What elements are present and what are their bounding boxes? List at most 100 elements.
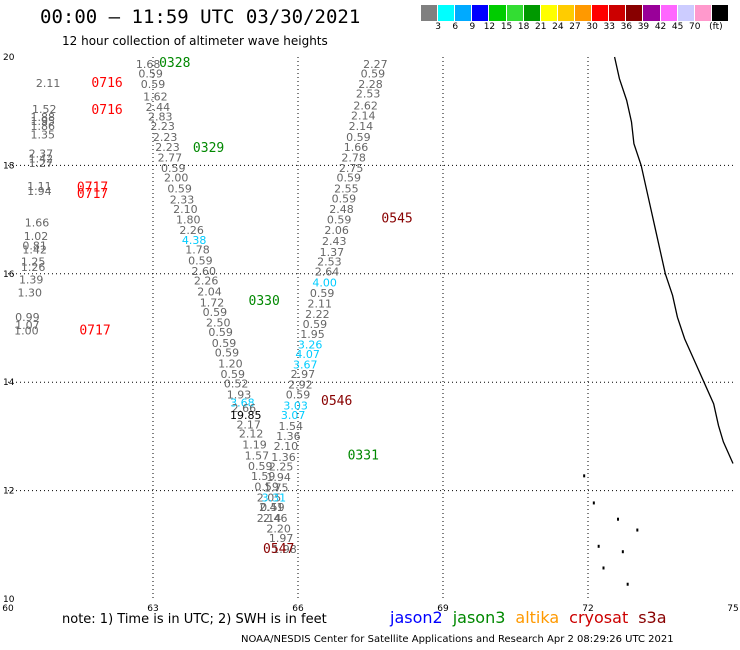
swh-value: 2.78 (341, 152, 366, 165)
scale-label: 36 (620, 22, 633, 32)
swh-value: 2.53 (317, 256, 342, 269)
swh-value: 0.59 (215, 347, 240, 360)
lon-tick-label: 60 (2, 604, 14, 614)
swh-value: 1.54 (279, 420, 304, 433)
scale-label: 3 (435, 22, 441, 32)
swh-value: 3.03 (283, 399, 308, 412)
swh-value: 1.80 (176, 213, 201, 226)
swh-value: 2.00 (164, 172, 189, 185)
swh-value: 2.92 (288, 379, 313, 392)
swh-value: 2.26 (179, 224, 204, 237)
swh-value: 0.59 (203, 306, 228, 319)
swh-value: 4.38 (182, 234, 207, 247)
swh-value: 2.53 (356, 88, 381, 101)
swh-value: 1.97 (269, 532, 294, 545)
swh-value: 2.14 (351, 109, 376, 122)
scale-swatch (506, 5, 524, 21)
swh-value: 1.94 (266, 471, 291, 484)
swh-value: 3.67 (293, 359, 318, 372)
pass-time-label: 0545 (381, 211, 412, 226)
swh-value: 2.26 (194, 275, 219, 288)
swh-value: 2.60 (192, 265, 217, 278)
swh-value: 1.39 (19, 274, 44, 287)
scale-swatch (574, 5, 593, 21)
swh-value: 2.12 (239, 427, 264, 440)
swh-value: 2.33 (170, 193, 195, 206)
footer-note: note: 1) Time is in UTC; 2) SWH is in fe… (62, 612, 327, 627)
swh-value: 2.05 (257, 491, 282, 504)
swh-value: 0.59 (248, 460, 273, 473)
lat-tick-label: 14 (3, 378, 15, 388)
swh-value: 4.07 (295, 348, 320, 361)
swh-value: 0.59 (161, 162, 186, 175)
swh-value: 2.37 (29, 147, 54, 160)
scale-label: 9 (469, 22, 476, 32)
swh-value: 3.68 (230, 397, 255, 410)
swh-value: 0.59 (286, 388, 311, 401)
swh-value: 2.46 (263, 512, 288, 525)
swh-value: 1.95 (300, 328, 325, 341)
legend-jason2: jason2 (390, 608, 443, 627)
swh-value: 2.41 (259, 501, 284, 514)
swh-value: 0.59 (337, 172, 362, 185)
pass-time-label: 0328 (159, 56, 190, 71)
pass-time-label: 0716 (91, 76, 122, 91)
scale-swatch (438, 5, 456, 21)
scale-swatch (489, 5, 507, 21)
swh-value: 0.81 (22, 239, 47, 252)
scale-label: (ft) (709, 22, 723, 32)
satellite-legend: jason2 jason3 altika cryosat s3a (390, 608, 677, 627)
swh-value: 1.20 (218, 358, 243, 371)
swh-value: 0.59 (361, 68, 386, 81)
swh-value: 1.68 (136, 58, 161, 71)
swh-value: 1.30 (18, 287, 43, 300)
swh-value: 1.27 (29, 157, 54, 170)
swh-value: 1.72 (200, 296, 225, 309)
lat-tick-label: 20 (3, 53, 15, 63)
swh-value: 2.44 (146, 101, 171, 114)
swh-value: 0.59 (327, 213, 352, 226)
swh-value: 1.19 (242, 438, 267, 451)
swh-value: 2.97 (291, 368, 316, 381)
island (583, 474, 586, 478)
swh-value: 1.42 (29, 153, 54, 166)
color-scale-bar (421, 5, 729, 21)
island (636, 528, 639, 532)
pass-time-label: 0330 (249, 294, 280, 309)
swh-value: 1.94 (27, 185, 52, 198)
swh-value: 1.37 (320, 246, 345, 259)
swh-value: 1.26 (21, 261, 46, 274)
swh-value: 2.14 (349, 120, 374, 133)
swh-value: 3.07 (281, 409, 306, 422)
scale-label: 39 (637, 22, 650, 32)
swh-value: 2.20 (266, 522, 291, 535)
swh-value: 2.66 (232, 402, 257, 415)
lon-tick-label: 66 (292, 604, 304, 614)
swh-value: 2.64 (315, 265, 340, 278)
swh-value: 1.36 (276, 430, 301, 443)
scale-swatch (677, 5, 695, 21)
chart-title: 00:00 – 11:59 UTC 03/30/2021 (40, 6, 361, 28)
lat-tick-label: 12 (3, 487, 14, 497)
swh-value: 4.00 (312, 276, 337, 289)
island (602, 566, 605, 570)
scale-label: 24 (552, 22, 564, 32)
swh-value: 1.75 (264, 482, 289, 495)
scale-swatch (421, 5, 439, 21)
scale-swatch (455, 5, 473, 21)
swh-value: 3.26 (298, 339, 323, 352)
scale-label: 33 (603, 22, 615, 32)
swh-value: 1.78 (185, 244, 210, 257)
swh-value: 2.23 (150, 120, 175, 133)
swh-value: 1.88 (31, 111, 56, 124)
scale-label: 6 (452, 22, 459, 32)
swh-value: 2.04 (197, 285, 222, 298)
island (626, 582, 629, 586)
scale-swatch (540, 5, 558, 21)
swh-value: 2.83 (148, 110, 173, 123)
pass-time-label: 0329 (193, 141, 224, 156)
swh-value: 2.23 (153, 131, 178, 144)
scale-swatch (592, 5, 610, 21)
scale-swatch (626, 5, 644, 21)
pass-time-label: 0717 (79, 324, 110, 339)
